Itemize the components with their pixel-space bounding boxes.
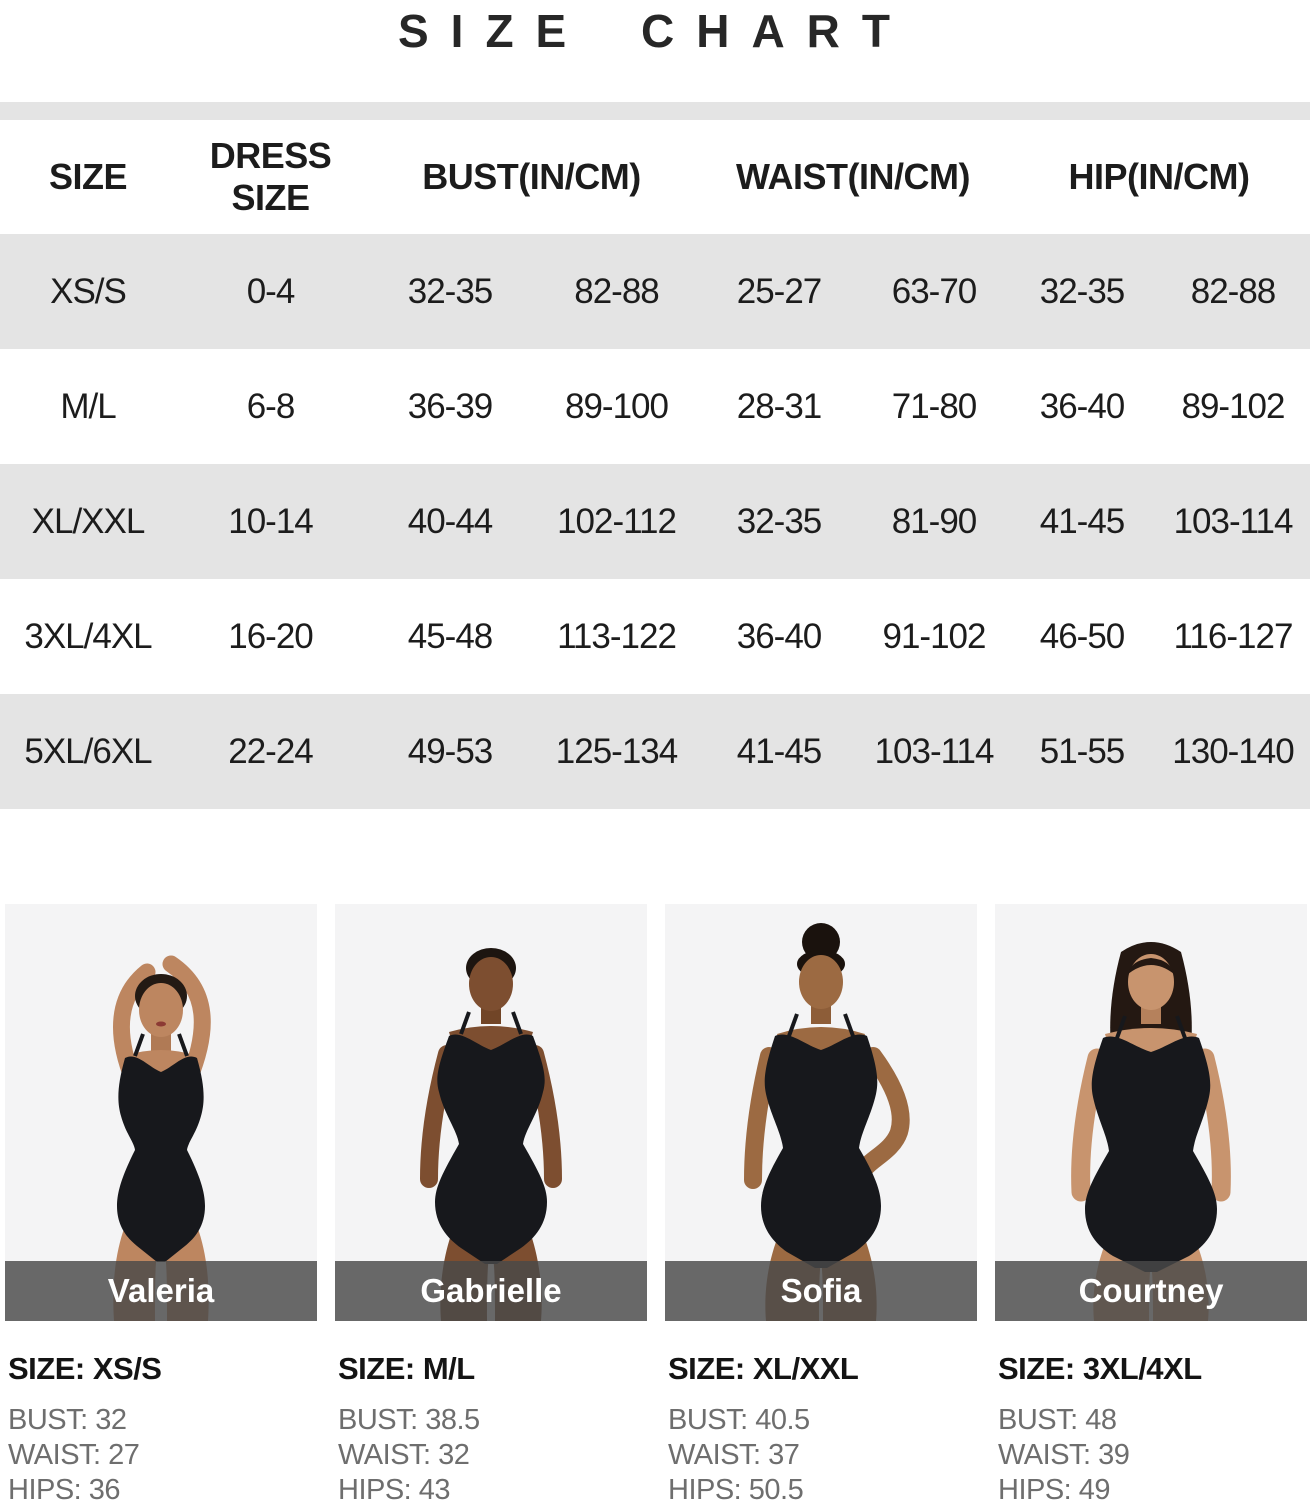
model-waist-value: WAIST: 27: [8, 1439, 140, 1471]
model-size-label: SIZE: XL/XXL: [668, 1351, 859, 1386]
model-name-badge: Sofia: [665, 1261, 977, 1321]
waist-in-cell: 28-31: [736, 386, 823, 426]
model-size-label: SIZE: M/L: [338, 1351, 475, 1386]
dress-cell: 10-14: [228, 501, 314, 541]
model-size-label: SIZE: 3XL/4XL: [998, 1351, 1202, 1386]
model-waist-value: WAIST: 39: [998, 1439, 1130, 1471]
model-bust-value: BUST: 32: [8, 1404, 127, 1436]
table-top-strip: [0, 102, 1310, 120]
hip-in-cell: 32-35: [1039, 271, 1126, 311]
model-silhouette-gabrielle-illustration: [335, 904, 647, 1321]
column-header-bust: BUST(IN/CM): [422, 156, 641, 197]
column-header-dress-size: DRESS SIZE: [209, 135, 332, 218]
waist-cm-cell: 103-114: [874, 731, 995, 771]
model-silhouette-valeria-illustration: [5, 904, 317, 1321]
size-cell: 3XL/4XL: [24, 616, 152, 656]
model-bust-value: BUST: 38.5: [338, 1404, 480, 1436]
waist-cm-cell: 71-80: [891, 386, 978, 426]
bust-in-cell: 32-35: [407, 271, 494, 311]
dress-cell: 0-4: [246, 271, 296, 311]
hip-cm-cell: 103-114: [1173, 501, 1294, 541]
model-silhouette-courtney-illustration: [995, 904, 1307, 1321]
model-card-courtney: Courtney SIZE: 3XL/4XL BUST: 48 WAIST: 3…: [995, 904, 1307, 1508]
model-name-badge: Gabrielle: [335, 1261, 647, 1321]
model-bust-value: BUST: 40.5: [668, 1404, 810, 1436]
page-title: SIZE CHART: [398, 5, 912, 57]
bust-cm-cell: 89-100: [565, 386, 669, 426]
model-photo-sofia: Sofia: [665, 904, 977, 1321]
size-cell: 5XL/6XL: [24, 731, 152, 771]
model-hips-value: HIPS: 49: [998, 1474, 1111, 1506]
hip-cm-cell: 116-127: [1173, 616, 1294, 656]
model-bust-value: BUST: 48: [998, 1404, 1117, 1436]
size-cell: XL/XXL: [31, 501, 146, 541]
model-info-courtney: SIZE: 3XL/4XL BUST: 48 WAIST: 39 HIPS: 4…: [995, 1321, 1307, 1508]
model-hips-value: HIPS: 50.5: [668, 1474, 804, 1506]
hip-cm-cell: 82-88: [1190, 271, 1277, 311]
model-info-sofia: SIZE: XL/XXL BUST: 40.5 WAIST: 37 HIPS: …: [665, 1321, 977, 1508]
bust-in-cell: 36-39: [407, 386, 494, 426]
model-hips-value: HIPS: 36: [8, 1474, 121, 1506]
table-row: 3XL/4XL 16-20 45-48 113-122 36-40 91-102…: [0, 579, 1310, 694]
table-row: XL/XXL 10-14 40-44 102-112 32-35 81-90 4…: [0, 464, 1310, 579]
model-size-label: SIZE: XS/S: [8, 1351, 162, 1386]
dress-cell: 16-20: [228, 616, 314, 656]
model-name-badge: Courtney: [995, 1261, 1307, 1321]
waist-cm-cell: 91-102: [882, 616, 987, 656]
waist-in-cell: 36-40: [736, 616, 823, 656]
model-card-sofia: Sofia SIZE: XL/XXL BUST: 40.5 WAIST: 37 …: [665, 904, 977, 1508]
table-row: 5XL/6XL 22-24 49-53 125-134 41-45 103-11…: [0, 694, 1310, 809]
bust-cm-cell: 102-112: [557, 501, 677, 541]
hip-in-cell: 46-50: [1039, 616, 1126, 656]
column-header-size: SIZE: [48, 156, 128, 197]
waist-in-cell: 41-45: [736, 731, 823, 771]
bust-in-cell: 49-53: [407, 731, 494, 771]
model-gallery: Valeria SIZE: XS/S BUST: 32 WAIST: 27 HI…: [0, 904, 1310, 1508]
model-silhouette-sofia-illustration: [665, 904, 977, 1321]
model-info-valeria: SIZE: XS/S BUST: 32 WAIST: 27 HIPS: 36: [5, 1321, 317, 1508]
column-header-waist: WAIST(IN/CM): [736, 156, 970, 197]
table-row: XS/S 0-4 32-35 82-88 25-27 63-70 32-35 8…: [0, 234, 1310, 349]
waist-in-cell: 25-27: [736, 271, 823, 311]
hip-cm-cell: 130-140: [1172, 731, 1294, 771]
dress-cell: 22-24: [228, 731, 314, 771]
model-hips-value: HIPS: 43: [338, 1474, 451, 1506]
waist-cm-cell: 63-70: [891, 271, 978, 311]
hip-in-cell: 51-55: [1039, 731, 1126, 771]
bust-cm-cell: 82-88: [574, 271, 660, 311]
model-photo-gabrielle: Gabrielle: [335, 904, 647, 1321]
model-photo-courtney: Courtney: [995, 904, 1307, 1321]
model-card-gabrielle: Gabrielle SIZE: M/L BUST: 38.5 WAIST: 32…: [335, 904, 647, 1508]
model-card-valeria: Valeria SIZE: XS/S BUST: 32 WAIST: 27 HI…: [5, 904, 317, 1508]
hip-in-cell: 36-40: [1039, 386, 1126, 426]
waist-in-cell: 32-35: [736, 501, 823, 541]
table-row: M/L 6-8 36-39 89-100 28-31 71-80 36-40 8…: [0, 349, 1310, 464]
dress-cell: 6-8: [246, 386, 296, 426]
hip-cm-cell: 89-102: [1181, 386, 1286, 426]
bust-in-cell: 40-44: [407, 501, 494, 541]
size-cell: XS/S: [50, 271, 127, 311]
bust-in-cell: 45-48: [407, 616, 494, 656]
bust-cm-cell: 125-134: [555, 731, 678, 771]
model-waist-value: WAIST: 37: [668, 1439, 800, 1471]
model-info-gabrielle: SIZE: M/L BUST: 38.5 WAIST: 32 HIPS: 43: [335, 1321, 647, 1508]
model-name-badge: Valeria: [5, 1261, 317, 1321]
size-chart-table: SIZE DRESS SIZE BUST(IN/CM) WAIST(IN/CM)…: [0, 102, 1310, 809]
model-photo-valeria: Valeria: [5, 904, 317, 1321]
waist-cm-cell: 81-90: [891, 501, 978, 541]
bust-cm-cell: 113-122: [557, 616, 677, 656]
table-header-row: SIZE DRESS SIZE BUST(IN/CM) WAIST(IN/CM)…: [0, 120, 1310, 234]
model-waist-value: WAIST: 32: [338, 1439, 470, 1471]
hip-in-cell: 41-45: [1039, 501, 1126, 541]
size-cell: M/L: [60, 386, 116, 426]
column-header-hip: HIP(IN/CM): [1068, 156, 1250, 197]
